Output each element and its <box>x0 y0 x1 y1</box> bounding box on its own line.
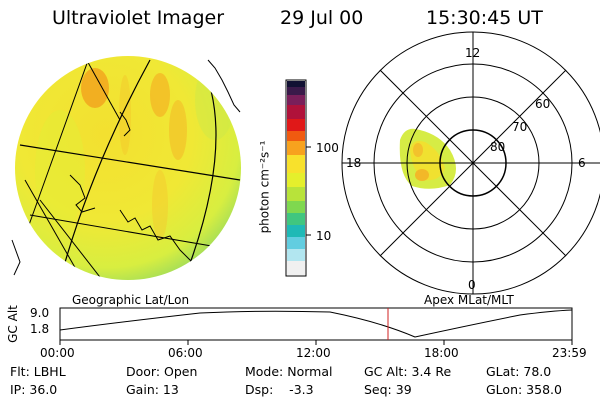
colorbar-tick-100: 100 <box>316 141 339 155</box>
polar-label-18: 18 <box>346 156 362 170</box>
geographic-panel-label: Geographic Lat/Lon <box>72 293 190 307</box>
polar-label-60: 60 <box>535 97 551 111</box>
polar-label-0: 0 <box>468 278 476 292</box>
altitude-xtick-2359: 23:59 <box>552 346 587 360</box>
info-gain: Gain: 13 <box>126 382 179 397</box>
altitude-xtick-0600: 06:00 <box>168 346 203 360</box>
app-title: Ultraviolet Imager <box>52 7 225 29</box>
altitude-axis-label: GC Alt <box>5 305 20 343</box>
altitude-ytick-1_8: 1.8 <box>30 322 50 336</box>
info-glon: GLon: 358.0 <box>486 382 562 397</box>
altitude-xtick-1200: 12:00 <box>296 346 331 360</box>
polar-label-6: 6 <box>578 156 586 170</box>
polar-plot <box>341 31 600 295</box>
color-bar <box>285 79 311 277</box>
info-gc-alt: GC Alt: 3.4 Re <box>364 364 452 379</box>
geographic-image <box>11 56 241 280</box>
altitude-ytick-9: 9.0 <box>30 306 50 320</box>
polar-label-12: 12 <box>465 46 481 60</box>
apex-panel-label: Apex MLat/MLT <box>424 293 514 307</box>
info-glat: GLat: 78.0 <box>486 364 552 379</box>
altitude-xtick-1800: 18:00 <box>424 346 459 360</box>
info-seq: Seq: 39 <box>364 382 412 397</box>
time-readout: 15:30:45 UT <box>426 7 543 29</box>
colorbar-units-label: photon cm⁻²s⁻¹ <box>257 140 272 234</box>
altitude-xtick-0000: 00:00 <box>40 346 75 360</box>
colorbar-tick-10: 10 <box>316 229 332 243</box>
date-readout: 29 Jul 00 <box>280 7 364 29</box>
info-flt: Flt: LBHL <box>10 364 66 379</box>
polar-label-80: 80 <box>490 140 506 154</box>
altitude-plot <box>59 307 573 345</box>
polar-label-70: 70 <box>512 120 528 134</box>
info-door: Door: Open <box>126 364 198 379</box>
info-ip: IP: 36.0 <box>10 382 58 397</box>
info-mode: Mode: Normal <box>245 364 333 379</box>
info-dsp: Dsp: -3.3 <box>245 382 314 397</box>
